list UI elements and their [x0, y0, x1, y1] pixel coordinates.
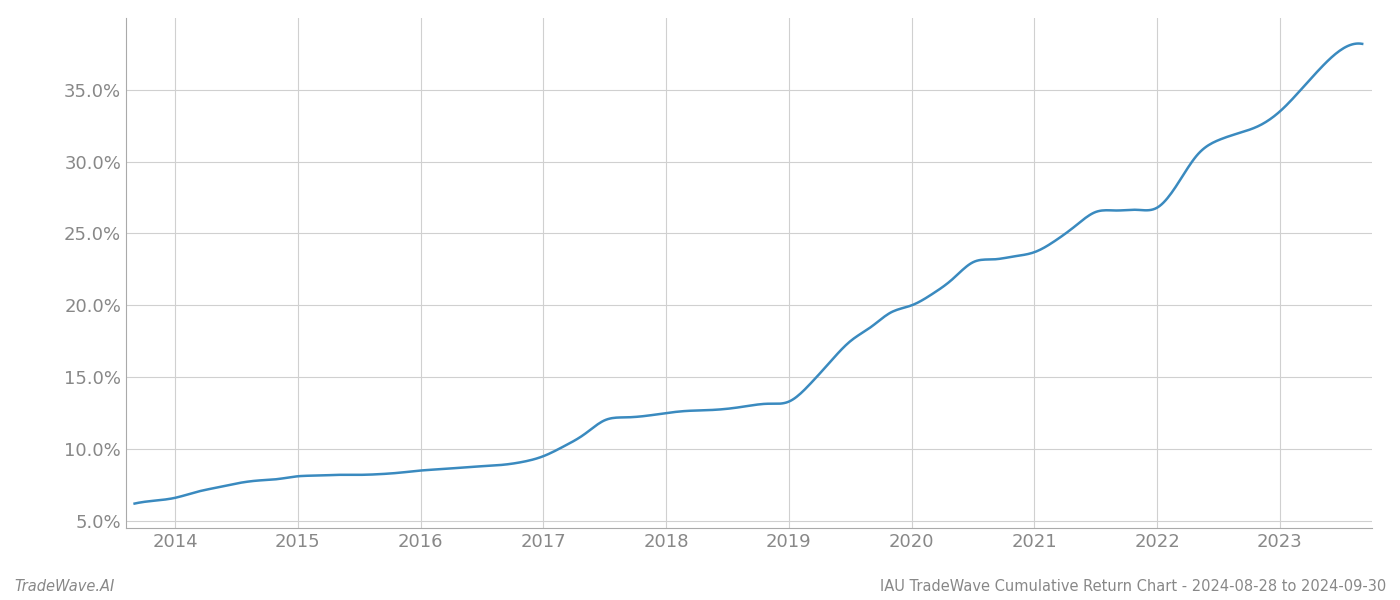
Text: TradeWave.AI: TradeWave.AI [14, 579, 115, 594]
Text: IAU TradeWave Cumulative Return Chart - 2024-08-28 to 2024-09-30: IAU TradeWave Cumulative Return Chart - … [879, 579, 1386, 594]
